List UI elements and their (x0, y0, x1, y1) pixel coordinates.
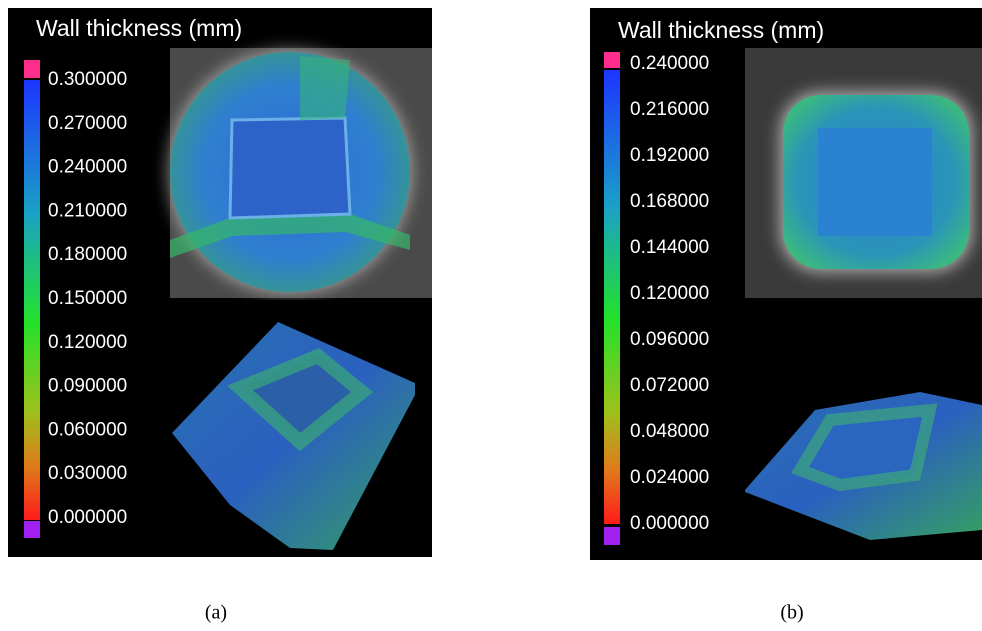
colorbar-tick-label: 0.120000 (630, 283, 709, 304)
under-color (604, 527, 620, 545)
colorbar-tick-label: 0.072000 (630, 375, 709, 396)
colorbar-tick-label: 0.270000 (48, 113, 127, 134)
under-color (24, 521, 40, 538)
colorbar-tick-label: 0.096000 (630, 329, 709, 350)
over-color (24, 60, 40, 78)
colorbar-tick-label: 0.120000 (48, 332, 127, 353)
colorbar-tick-label: 0.060000 (48, 419, 127, 440)
inner-square (818, 128, 932, 236)
thin-band (170, 214, 410, 258)
colorbar-tick-label: 0.192000 (630, 145, 709, 166)
colorbar-tick-label: 0.240000 (48, 157, 127, 178)
colorbar-tick-label: 0.150000 (48, 288, 127, 309)
over-color (604, 52, 620, 68)
inner-square-3d (227, 347, 374, 452)
colorbar (24, 80, 40, 520)
colorbar-tick-label: 0.240000 (630, 53, 709, 74)
colorbar-tick-label: 0.210000 (48, 200, 127, 221)
colorbar-tick-label: 0.144000 (630, 237, 709, 258)
colorbar-tick-label: 0.300000 (48, 69, 127, 90)
colorbar-tick-label: 0.090000 (48, 376, 127, 397)
colorbar-tick-label: 0.216000 (630, 99, 709, 120)
panel-title: Wall thickness (mm) (36, 15, 242, 41)
inner-square (228, 116, 352, 220)
thin-band (300, 56, 350, 120)
caption: (a) (205, 602, 227, 624)
caption: (b) (780, 602, 803, 624)
panel-b (590, 8, 982, 560)
inner-square-3d (791, 403, 938, 492)
colorbar-tick-label: 0.168000 (630, 191, 709, 212)
colorbar-tick-label: 0.000000 (48, 507, 127, 528)
colorbar-tick-label: 0.024000 (630, 467, 709, 488)
colorbar-tick-label: 0.000000 (630, 513, 709, 534)
panel-title: Wall thickness (mm) (618, 17, 824, 43)
colorbar-tick-label: 0.180000 (48, 244, 127, 265)
panel-a (8, 8, 432, 557)
colorbar-tick-label: 0.048000 (630, 421, 709, 442)
colorbar (604, 70, 620, 524)
colorbar-tick-label: 0.030000 (48, 463, 127, 484)
